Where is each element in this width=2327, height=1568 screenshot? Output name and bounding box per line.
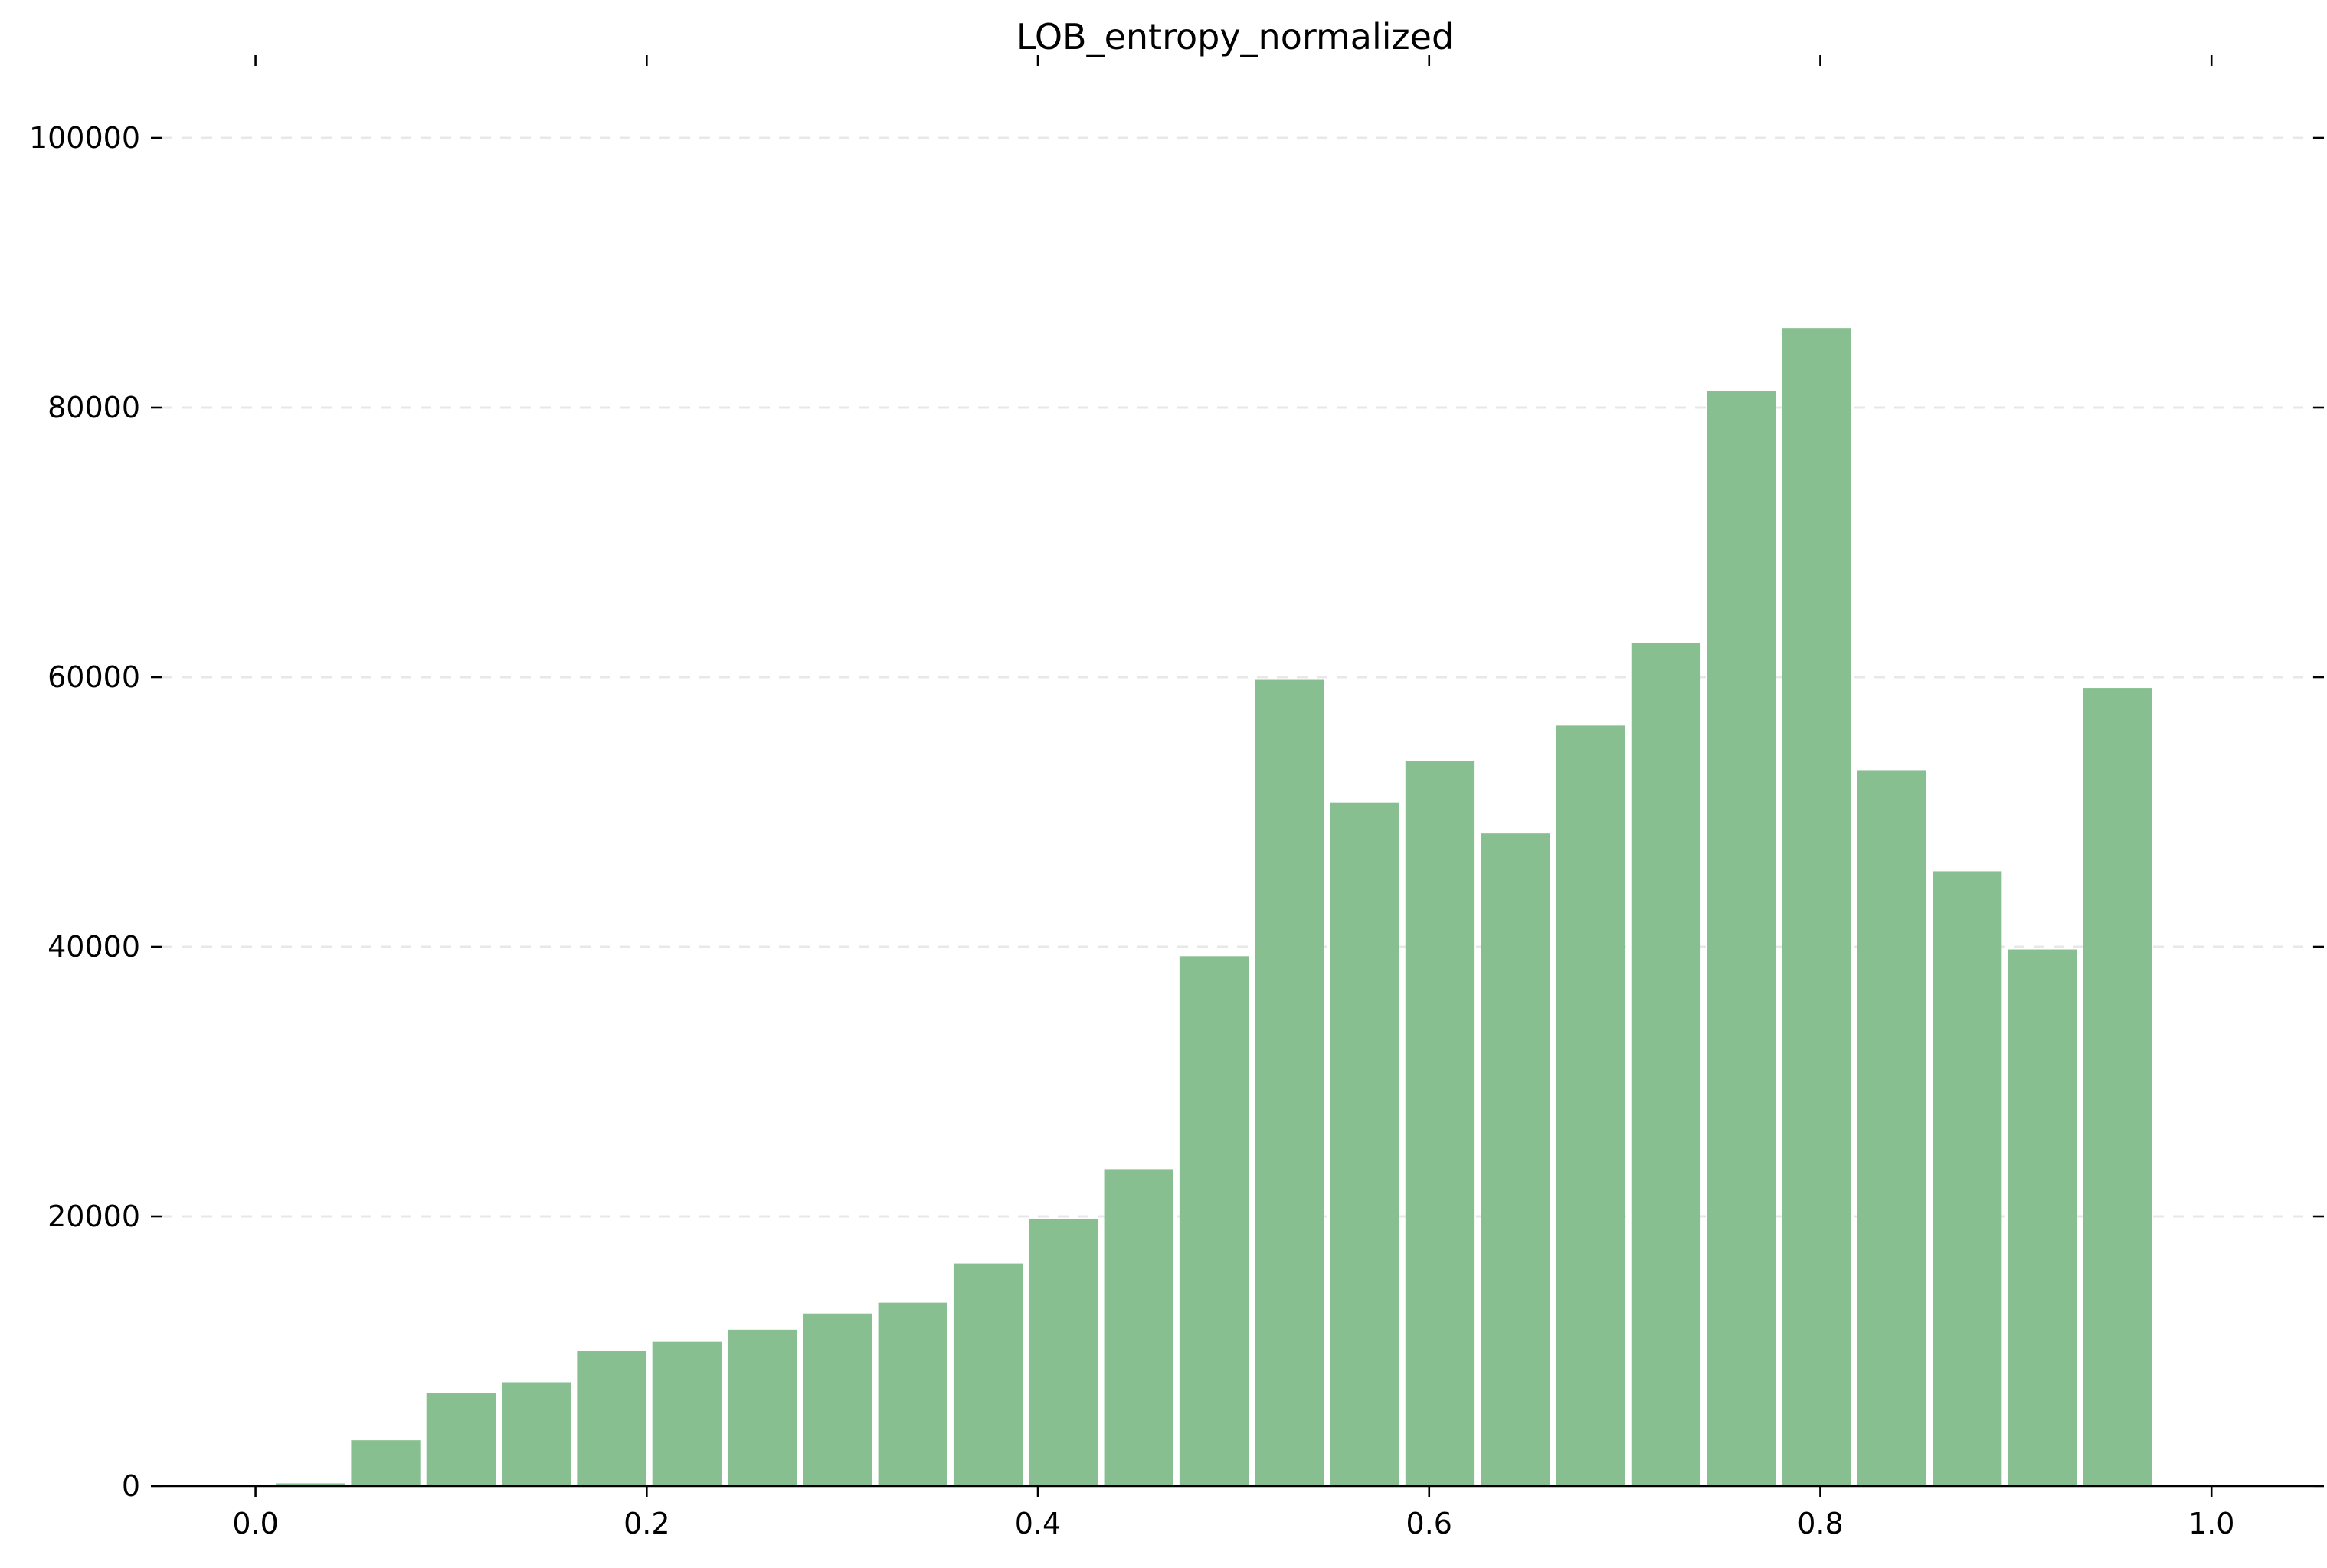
y-tick-label: 0 (122, 1469, 140, 1503)
chart-title: LOB_entropy_normalized (1016, 16, 1454, 57)
y-tick-label: 20000 (47, 1200, 140, 1233)
y-tick-label: 80000 (47, 391, 140, 424)
histogram-bar (1782, 328, 1851, 1486)
histogram-bar (2083, 688, 2152, 1486)
histogram-bar (1933, 871, 2002, 1486)
histogram-bar (577, 1351, 646, 1486)
histogram-bar (1631, 643, 1701, 1486)
histogram-bar (878, 1302, 947, 1486)
x-tick-label: 1.0 (2188, 1507, 2234, 1540)
histogram-bar (803, 1313, 872, 1486)
bars (276, 328, 2152, 1486)
y-tick-label: 100000 (29, 121, 140, 155)
y-tick-label: 40000 (47, 930, 140, 964)
histogram-bar (727, 1329, 797, 1486)
histogram-bar (1255, 679, 1324, 1486)
histogram-bar (426, 1393, 496, 1486)
x-tick-label: 0.8 (1797, 1507, 1843, 1540)
histogram-bar (1481, 833, 1550, 1486)
histogram-bar (1707, 391, 1776, 1486)
ticks: 0.0 0.2 0.4 0.6 0.8 1.0 0 20000 40000 60000 80000 1… (29, 55, 2324, 1540)
histogram-bar (351, 1440, 421, 1486)
x-tick-label: 0.6 (1406, 1507, 1452, 1540)
histogram-bar (1330, 802, 1399, 1486)
histogram-bar (1556, 725, 1625, 1486)
histogram-bar (2008, 949, 2077, 1486)
x-tick-label: 0.4 (1015, 1507, 1061, 1540)
histogram-bar (953, 1263, 1023, 1486)
histogram-bar (1104, 1169, 1173, 1486)
histogram-bar (1857, 770, 1927, 1486)
histogram-bar (652, 1341, 722, 1486)
histogram-bar (502, 1382, 571, 1486)
x-tick-label: 0.0 (232, 1507, 278, 1540)
histogram-bar (276, 1483, 345, 1486)
histogram-bar (1405, 761, 1475, 1486)
histogram-bar (1179, 956, 1249, 1486)
y-tick-label: 60000 (47, 660, 140, 694)
x-tick-label: 0.2 (623, 1507, 669, 1540)
histogram-bar (1029, 1219, 1098, 1486)
